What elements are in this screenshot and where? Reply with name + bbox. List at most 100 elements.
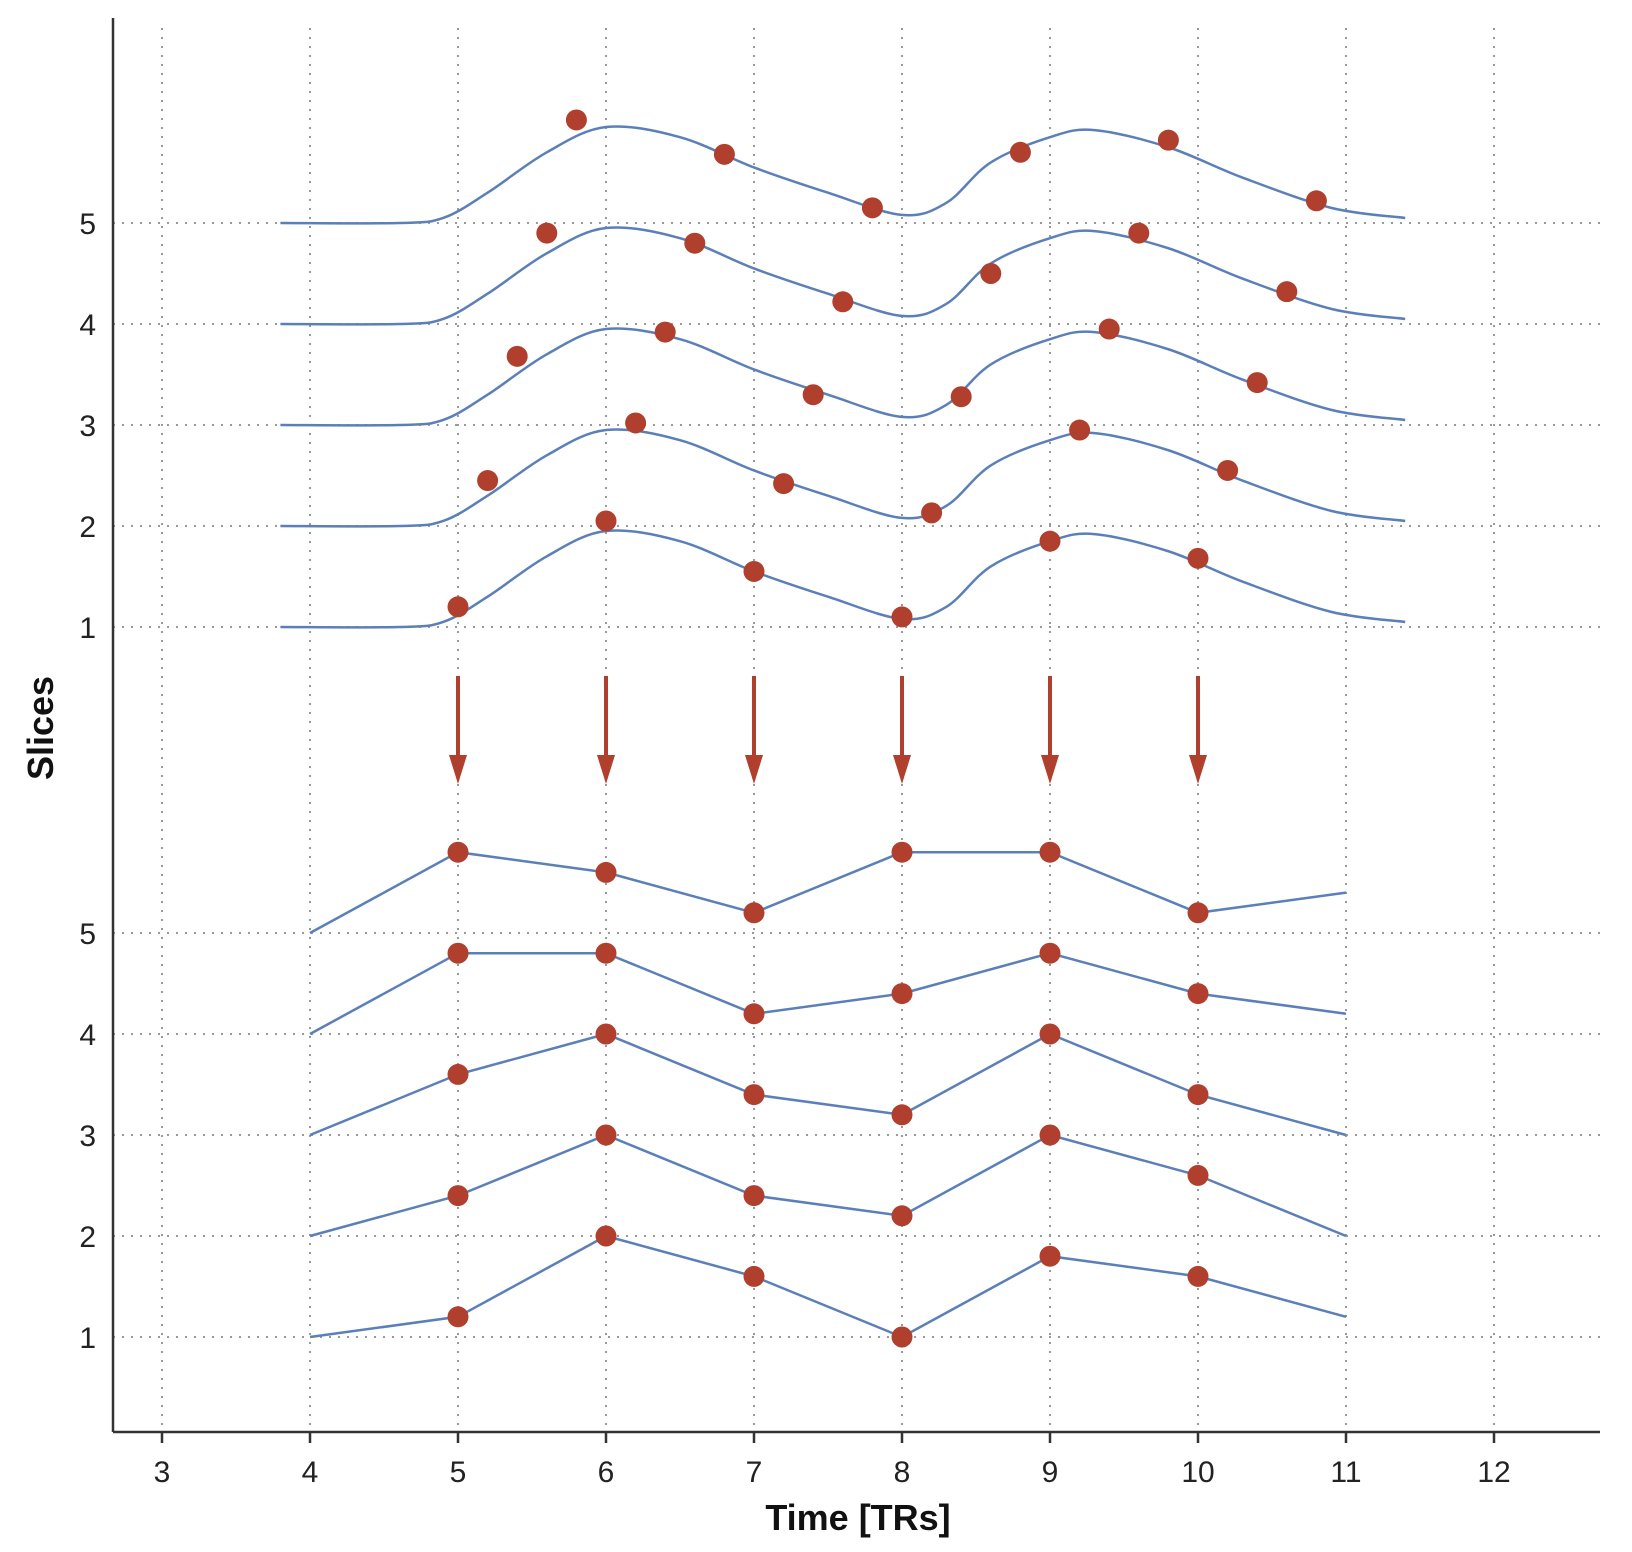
bottom-sample-point bbox=[891, 1326, 913, 1348]
top-sample-point bbox=[684, 232, 706, 254]
bottom-sample-point bbox=[1187, 902, 1209, 924]
y-tick-label: 1 bbox=[79, 612, 96, 645]
bottom-sample-point bbox=[1039, 1124, 1061, 1146]
top-slice-curve bbox=[280, 428, 1406, 528]
x-tick-label: 8 bbox=[894, 1456, 911, 1489]
bottom-sample-point bbox=[1187, 1164, 1209, 1186]
top-sample-point bbox=[1009, 141, 1031, 163]
top-sample-point bbox=[595, 510, 617, 532]
bottom-sample-point bbox=[595, 942, 617, 964]
top-sample-point bbox=[891, 606, 913, 628]
y-tick-label: 5 bbox=[79, 208, 96, 241]
top-slice-curve bbox=[280, 226, 1406, 326]
y-axis-title: Slices bbox=[20, 676, 61, 780]
bottom-sample-point bbox=[743, 1265, 765, 1287]
x-axis-title: Time [TRs] bbox=[765, 1497, 950, 1538]
x-tick-label: 4 bbox=[302, 1456, 319, 1489]
x-tick-label: 11 bbox=[1330, 1456, 1361, 1489]
y-tick-label: 2 bbox=[79, 1221, 96, 1254]
bottom-slice-line bbox=[309, 850, 1347, 935]
grid-lines bbox=[113, 28, 1600, 1432]
bottom-sample-point bbox=[447, 1063, 469, 1085]
top-panel-slices bbox=[280, 109, 1406, 629]
top-sample-point bbox=[743, 560, 765, 582]
y-tick-label: 4 bbox=[79, 1019, 96, 1052]
bottom-sample-point bbox=[1039, 942, 1061, 964]
top-sample-point bbox=[625, 412, 647, 434]
bottom-sample-point bbox=[743, 1084, 765, 1106]
x-tick-label: 3 bbox=[154, 1456, 171, 1489]
bottom-sample-point bbox=[891, 841, 913, 863]
x-tick-label: 7 bbox=[746, 1456, 763, 1489]
bottom-sample-point bbox=[743, 902, 765, 924]
bottom-slice-line bbox=[309, 1234, 1347, 1339]
y-tick-labels: 1 2 3 4 5 1 2 3 4 5 bbox=[79, 208, 96, 1355]
y-tick-label: 1 bbox=[79, 1322, 96, 1355]
top-slice-curve bbox=[280, 529, 1406, 629]
bottom-sample-point bbox=[447, 942, 469, 964]
top-slice-curve bbox=[280, 327, 1406, 427]
x-tick-label: 6 bbox=[598, 1456, 615, 1489]
y-tick-label: 3 bbox=[79, 1120, 96, 1153]
bottom-sample-point bbox=[595, 1023, 617, 1045]
top-sample-point bbox=[980, 263, 1002, 284]
bottom-panel-slices bbox=[309, 841, 1347, 1348]
down-arrow-head bbox=[1041, 755, 1059, 784]
down-arrow-head bbox=[597, 755, 615, 784]
bottom-slice-line bbox=[309, 951, 1347, 1036]
top-sample-point bbox=[1276, 281, 1298, 303]
top-sample-point bbox=[536, 222, 558, 244]
bottom-sample-point bbox=[595, 861, 617, 883]
down-arrow-head bbox=[449, 755, 467, 784]
x-tick-labels: 3 4 5 6 7 8 9 10 11 12 bbox=[154, 1432, 1511, 1489]
top-sample-point bbox=[447, 596, 469, 618]
top-sample-point bbox=[1217, 459, 1239, 481]
resample-arrows bbox=[449, 676, 1207, 784]
top-slice-curve bbox=[280, 125, 1406, 225]
bottom-sample-point bbox=[447, 1185, 469, 1207]
top-sample-point bbox=[506, 345, 528, 367]
bottom-sample-point bbox=[743, 1003, 765, 1025]
bottom-sample-point bbox=[1039, 1245, 1061, 1267]
top-sample-point bbox=[1039, 530, 1061, 552]
x-tick-label: 10 bbox=[1181, 1456, 1214, 1489]
axes bbox=[111, 18, 1600, 1434]
top-sample-point bbox=[773, 473, 795, 495]
top-sample-point bbox=[832, 291, 854, 313]
bottom-sample-point bbox=[743, 1185, 765, 1207]
y-tick-label: 5 bbox=[79, 918, 96, 951]
x-tick-label: 12 bbox=[1477, 1456, 1510, 1489]
top-sample-point bbox=[1246, 372, 1268, 394]
top-sample-point bbox=[802, 384, 824, 406]
bottom-sample-point bbox=[1187, 1265, 1209, 1287]
top-sample-point bbox=[565, 109, 587, 131]
bottom-sample-point bbox=[891, 1104, 913, 1126]
down-arrow-head bbox=[1189, 755, 1207, 784]
y-tick-label: 3 bbox=[79, 410, 96, 443]
top-sample-point bbox=[1128, 222, 1150, 244]
bottom-sample-point bbox=[1187, 1084, 1209, 1106]
top-sample-point bbox=[1305, 190, 1327, 212]
top-sample-point bbox=[1069, 419, 1091, 441]
bottom-sample-point bbox=[595, 1225, 617, 1247]
x-tick-label: 9 bbox=[1042, 1456, 1059, 1489]
top-sample-point bbox=[921, 502, 943, 524]
down-arrow-head bbox=[745, 755, 763, 784]
top-sample-point bbox=[477, 470, 499, 492]
top-sample-point bbox=[1157, 129, 1179, 151]
top-sample-point bbox=[654, 321, 676, 343]
top-sample-point bbox=[1098, 318, 1120, 340]
down-arrow-head bbox=[893, 755, 911, 784]
top-sample-point bbox=[950, 386, 972, 408]
bottom-sample-point bbox=[447, 1306, 469, 1328]
x-tick-label: 5 bbox=[450, 1456, 467, 1489]
bottom-sample-point bbox=[595, 1124, 617, 1146]
bottom-sample-point bbox=[1187, 983, 1209, 1005]
bottom-sample-point bbox=[891, 983, 913, 1005]
bottom-slice-line bbox=[309, 1032, 1347, 1137]
top-sample-point bbox=[861, 197, 883, 219]
top-sample-point bbox=[1187, 547, 1209, 569]
bottom-sample-point bbox=[1039, 841, 1061, 863]
bottom-sample-point bbox=[891, 1205, 913, 1227]
